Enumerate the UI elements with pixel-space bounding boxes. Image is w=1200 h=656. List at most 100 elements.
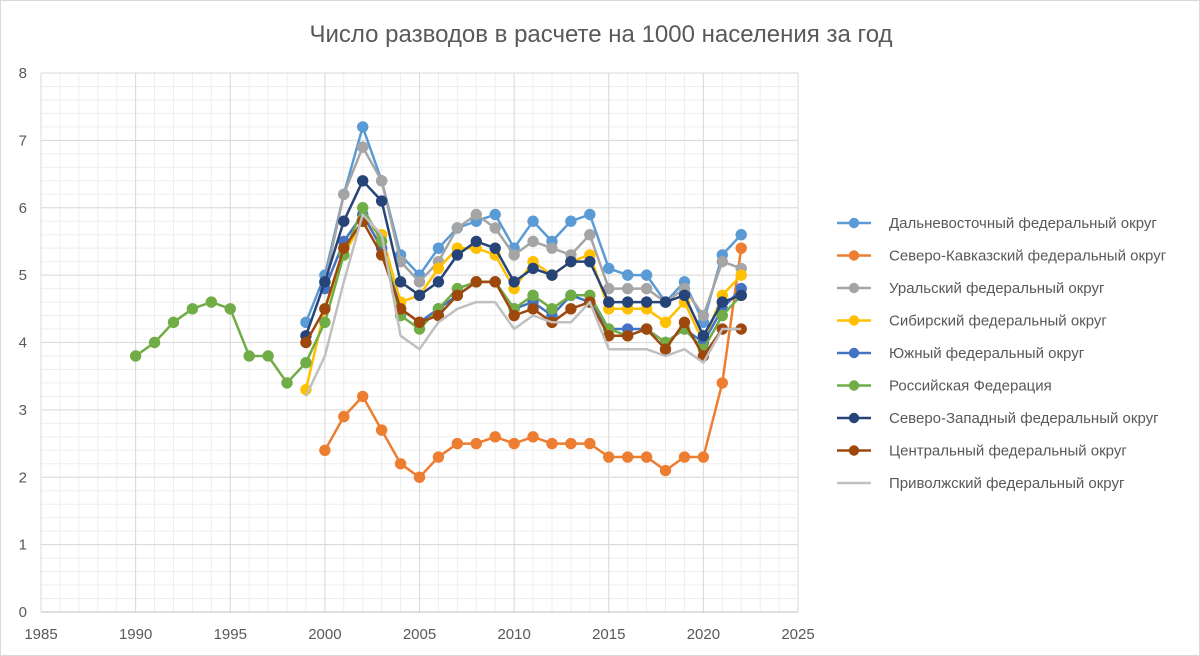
data-point xyxy=(338,188,350,200)
data-point xyxy=(413,276,426,288)
y-tick-label: 7 xyxy=(19,132,27,149)
data-point xyxy=(565,303,577,315)
data-point xyxy=(394,458,407,470)
data-point xyxy=(508,276,520,288)
data-point xyxy=(678,289,691,302)
data-point xyxy=(262,350,274,362)
data-point xyxy=(357,121,369,133)
data-point xyxy=(603,262,615,275)
data-point xyxy=(413,289,426,302)
data-point xyxy=(697,451,710,463)
legend-label: Приволжский федеральный округ xyxy=(889,475,1125,492)
y-tick-label: 5 xyxy=(19,267,27,284)
legend-swatch-marker xyxy=(848,250,860,261)
series-line xyxy=(304,213,742,397)
data-point xyxy=(357,390,369,403)
data-point xyxy=(527,262,539,275)
data-point xyxy=(640,451,653,463)
data-point xyxy=(319,316,331,328)
data-point xyxy=(432,262,445,275)
data-point xyxy=(338,242,350,254)
data-point xyxy=(621,451,634,463)
data-point xyxy=(584,229,596,241)
data-point xyxy=(584,255,596,268)
data-point xyxy=(659,316,672,328)
legend-swatch-marker xyxy=(848,217,860,229)
axes: 0 1 2 3 4 5 6 7 8 1985 1990 1995 2000 2005 2010 2015 202… xyxy=(19,65,815,643)
data-point xyxy=(659,296,672,308)
data-point xyxy=(527,289,539,302)
data-point xyxy=(565,215,577,227)
data-point xyxy=(413,471,426,483)
data-point xyxy=(546,303,558,315)
data-point xyxy=(565,289,577,302)
legend-label: Северо-Западный федеральный округ xyxy=(889,410,1159,427)
data-point xyxy=(546,242,558,254)
series-2 xyxy=(319,242,747,483)
series-lines xyxy=(129,121,747,483)
data-point xyxy=(697,309,710,322)
data-point xyxy=(716,377,728,389)
x-tick-label: 2020 xyxy=(687,626,720,643)
y-tick-label: 3 xyxy=(19,402,27,419)
data-point xyxy=(357,202,369,214)
data-point xyxy=(167,316,180,328)
data-point xyxy=(489,222,501,234)
data-point xyxy=(584,208,596,221)
x-tick-label: 1990 xyxy=(119,626,152,643)
legend-item: Центральный федеральный округ xyxy=(837,443,1127,460)
x-tick-label: 2010 xyxy=(497,626,530,643)
data-point xyxy=(375,175,388,187)
data-point xyxy=(735,289,747,302)
data-point xyxy=(338,215,350,227)
legend-item: Сибирский федеральный округ xyxy=(837,313,1107,330)
data-point xyxy=(451,437,464,450)
data-point xyxy=(565,255,577,268)
legend-swatch-marker xyxy=(848,315,860,326)
x-tick-label: 1995 xyxy=(214,626,247,643)
y-tick-label: 6 xyxy=(19,200,27,217)
data-point xyxy=(584,437,596,450)
data-point xyxy=(224,303,236,315)
data-point xyxy=(640,296,653,308)
data-point xyxy=(716,255,728,268)
data-point xyxy=(603,451,615,463)
legend-label: Северо-Кавказский федеральный округ xyxy=(889,248,1167,265)
data-point xyxy=(281,377,293,389)
series-9 xyxy=(304,213,742,397)
data-point xyxy=(432,276,445,288)
data-point xyxy=(357,175,369,187)
data-point xyxy=(735,229,747,241)
data-point xyxy=(470,437,482,450)
legend-label: Центральный федеральный округ xyxy=(889,443,1127,460)
legend-item: Приволжский федеральный округ xyxy=(837,475,1125,492)
data-point xyxy=(565,437,577,450)
data-point xyxy=(319,444,331,456)
data-point xyxy=(470,235,482,248)
data-point xyxy=(413,316,426,328)
data-point xyxy=(375,424,388,436)
data-point xyxy=(129,350,142,362)
data-point xyxy=(394,276,407,288)
data-point xyxy=(489,276,501,288)
data-point xyxy=(338,410,350,423)
data-point xyxy=(659,464,672,477)
data-point xyxy=(508,437,520,450)
x-tick-label: 2000 xyxy=(308,626,341,643)
data-point xyxy=(527,431,539,443)
data-point xyxy=(508,249,520,261)
data-point xyxy=(489,208,501,221)
legend-swatch-marker xyxy=(848,412,860,424)
data-point xyxy=(527,303,539,315)
data-point xyxy=(148,336,161,349)
legend-item: Российская Федерация xyxy=(837,378,1052,395)
x-tick-label: 1985 xyxy=(24,626,57,643)
data-point xyxy=(678,451,691,463)
data-point xyxy=(621,282,634,295)
data-point xyxy=(470,208,482,221)
y-tick-label: 4 xyxy=(19,335,27,352)
legend-item: Уральский федеральный округ xyxy=(837,280,1105,297)
data-point xyxy=(432,451,445,463)
data-point xyxy=(640,269,653,281)
legend-label: Сибирский федеральный округ xyxy=(889,313,1107,330)
